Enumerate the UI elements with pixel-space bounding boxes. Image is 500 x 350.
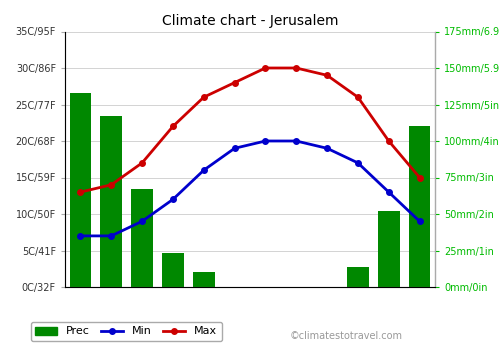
Bar [193,272,214,287]
Bar [347,267,368,287]
Bar [100,116,122,287]
Title: Climate chart - Jerusalem: Climate chart - Jerusalem [162,14,338,28]
Legend: Prec, Min, Max: Prec, Min, Max [30,322,222,341]
Bar [70,93,91,287]
Bar [132,189,153,287]
Bar [409,126,430,287]
Text: ©climatestotravel.com: ©climatestotravel.com [290,331,403,341]
Bar [378,211,400,287]
Bar [162,253,184,287]
